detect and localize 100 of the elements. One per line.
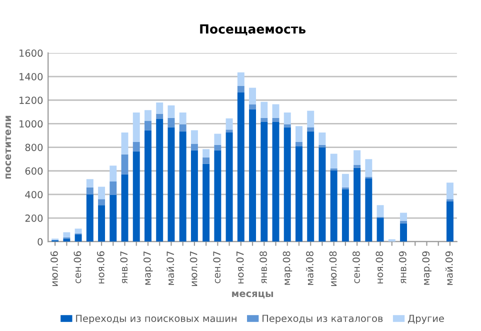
bar [156,118,164,242]
bar [342,174,349,188]
x-tick-label: май.09 [445,251,453,285]
bar [132,142,140,152]
x-tick-label: июл.06 [50,251,58,286]
bar [365,159,372,177]
x-tick-label: сен.08 [352,251,360,284]
bar [86,194,94,242]
bar [226,118,233,130]
x-tick-label: янв.07 [120,251,128,284]
bar [86,179,94,188]
y-tick-label: 600 [25,167,43,175]
bar [214,144,222,150]
x-tick-label: янв.09 [398,251,406,284]
bar [307,110,314,128]
bar [446,199,454,202]
bar [226,132,233,242]
chart-title: Посещаемость [200,24,306,36]
bar [272,104,280,118]
bar [260,102,268,118]
bar [272,118,280,122]
bar [63,232,70,238]
bar [318,147,326,242]
bar [260,122,268,242]
bar [132,112,140,142]
y-tick-label: 0 [38,238,43,246]
x-tick-label: ноя.07 [236,251,244,284]
bar [168,105,175,118]
x-tick-label: сен.07 [213,251,220,284]
bar [190,144,198,150]
bar [98,186,106,200]
bar [121,154,128,174]
x-tick-label: сен.06 [74,251,82,284]
bar [214,134,222,145]
bar [144,130,152,242]
bar [168,127,175,242]
x-tick-label: мар.07 [143,251,153,285]
bar [168,118,175,128]
bar [296,126,302,142]
x-tick-label: ноя.06 [96,251,104,284]
bar [400,212,408,221]
x-tick-label: мар.09 [422,251,432,285]
x-tick-label: июл.08 [329,251,337,286]
bar [132,151,140,242]
bar [365,178,372,242]
bar [400,223,408,242]
bar [330,170,338,242]
x-tick-label: июл.07 [190,251,198,286]
bar [400,220,408,224]
bar [354,168,361,242]
bar [272,122,280,242]
bar [144,120,152,130]
bar [63,238,70,242]
bar [249,104,256,110]
x-tick-label: ноя.08 [376,251,384,284]
y-tick-label: 400 [25,190,43,198]
y-tick-label: 1000 [20,120,43,128]
bar [260,118,268,122]
y-tick-label: 200 [25,214,43,222]
x-tick-label: май.08 [306,251,314,285]
bar [156,102,164,114]
bar [354,164,361,168]
y-tick-label: 800 [25,144,43,152]
bar [110,166,117,182]
legend-label: Переходы из поисковых машин [76,314,236,324]
x-axis-title: месяцы [232,292,274,298]
y-tick-label: 1600 [20,49,43,57]
bar [98,199,106,206]
y-axis-title: посетители [5,116,12,179]
bar [121,132,128,154]
bar [202,164,210,242]
bar [190,150,198,242]
x-tick-label: янв.08 [260,251,267,284]
bar [446,182,454,200]
bar [86,187,94,194]
bar [156,114,164,119]
bar [446,202,454,242]
bar [74,234,82,242]
bar [376,205,384,217]
bar [226,130,233,133]
bar [110,195,117,242]
bar [237,92,244,242]
bar [330,154,338,169]
bar [318,144,326,148]
bar [190,130,198,144]
bar [296,142,302,146]
bar [249,88,256,104]
bar [342,189,349,242]
bar [237,86,244,92]
bar [214,150,222,242]
bar [249,110,256,242]
bar [202,157,210,164]
bar [110,181,117,196]
bar [307,131,314,242]
bar [179,112,186,124]
bar [307,127,314,132]
bar [284,127,291,242]
bar [354,150,361,165]
bar [121,174,128,242]
bar [144,110,152,121]
